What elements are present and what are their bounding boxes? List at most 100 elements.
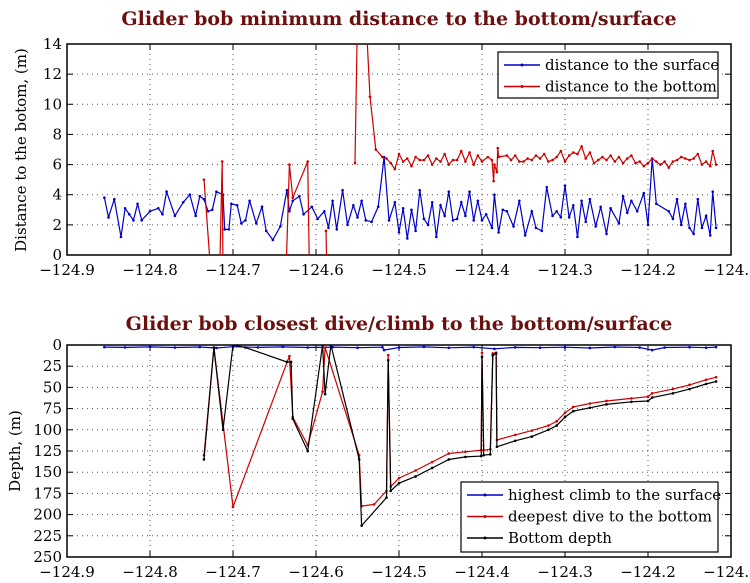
data-point [496, 146, 500, 150]
data-point [480, 351, 484, 354]
data-point [376, 205, 380, 209]
data-point [464, 455, 467, 459]
data-point [630, 397, 633, 400]
y-tick-label: 8 [52, 125, 62, 143]
data-point [285, 269, 288, 272]
data-point [714, 345, 718, 349]
data-point [401, 160, 405, 163]
x-tick-label: −124.6 [288, 261, 344, 279]
data-point [464, 160, 467, 163]
data-point [630, 154, 633, 157]
data-point [692, 157, 695, 160]
data-point [696, 152, 700, 156]
data-point [476, 154, 480, 157]
data-point [256, 346, 260, 349]
data-point [430, 163, 434, 166]
data-point [223, 228, 226, 231]
data-point [140, 219, 143, 222]
data-point [646, 399, 650, 403]
data-point [370, 220, 373, 224]
data-point [123, 346, 127, 349]
data-point [406, 237, 409, 240]
data-point [700, 226, 704, 230]
data-point [484, 213, 488, 216]
legend-label: distance to the surface [545, 56, 719, 74]
data-point [555, 424, 558, 427]
data-point [714, 226, 718, 230]
data-point [555, 209, 558, 213]
chart-title-bottom: Glider bob closest dive/climb to the bot… [126, 313, 673, 335]
data-point [285, 360, 289, 364]
data-point [346, 223, 349, 227]
data-point [572, 203, 575, 207]
data-point [198, 194, 202, 198]
data-point [671, 217, 675, 221]
data-point [181, 200, 185, 204]
data-point [505, 209, 509, 213]
data-point [493, 163, 496, 166]
data-point [422, 345, 426, 349]
data-point [482, 453, 485, 457]
data-point [374, 148, 378, 151]
data-point [472, 219, 476, 222]
data-point [605, 399, 608, 403]
data-point [418, 188, 422, 192]
data-point [609, 206, 612, 210]
data-point [202, 458, 206, 461]
data-point [430, 200, 434, 204]
data-point [455, 158, 459, 162]
data-point [490, 158, 494, 162]
data-point [714, 380, 718, 383]
y-tick-label: 150 [33, 463, 62, 481]
data-point [684, 202, 687, 206]
data-point [288, 163, 291, 166]
data-point [489, 453, 492, 456]
x-tick-label: −124.4 [454, 261, 510, 279]
y-tick-label: 125 [33, 442, 62, 460]
data-point [323, 392, 327, 396]
data-point [206, 209, 210, 213]
data-point [397, 152, 401, 156]
data-point [567, 216, 571, 219]
x-tick-label: −124.7 [205, 563, 261, 581]
data-point [235, 203, 239, 207]
legend-label: highest climb to the surface [508, 486, 721, 504]
chart-title-top: Glider bob minimum distance to the botto… [121, 8, 676, 30]
data-point [540, 229, 544, 233]
y-axis-label-bottom: Depth, (m) [6, 410, 24, 492]
data-point [572, 405, 575, 409]
data-point [368, 95, 372, 99]
data-point [576, 152, 579, 156]
data-point [692, 232, 695, 236]
legend-marker [483, 493, 487, 497]
data-point [708, 164, 712, 168]
data-point [518, 199, 521, 203]
data-point [625, 157, 629, 160]
data-point [497, 231, 500, 234]
data-point [547, 428, 550, 432]
data-point [430, 460, 434, 464]
series-group [103, 345, 718, 528]
data-point [316, 217, 319, 221]
data-point [538, 157, 542, 160]
data-point [480, 219, 484, 222]
data-point [148, 209, 152, 213]
data-point [364, 219, 368, 222]
data-point [688, 226, 691, 230]
data-point [113, 197, 116, 201]
data-point [696, 197, 700, 201]
data-point [704, 160, 708, 163]
data-point [136, 202, 139, 206]
data-point [563, 160, 567, 163]
y-tick-label: 200 [33, 506, 62, 524]
data-point [329, 345, 333, 347]
series-group [103, 44, 718, 272]
data-point [638, 160, 641, 163]
data-point [165, 190, 168, 193]
data-point [464, 450, 467, 454]
data-point [426, 223, 430, 227]
legend-box [497, 51, 719, 99]
data-point [352, 203, 355, 207]
data-point [650, 348, 654, 352]
